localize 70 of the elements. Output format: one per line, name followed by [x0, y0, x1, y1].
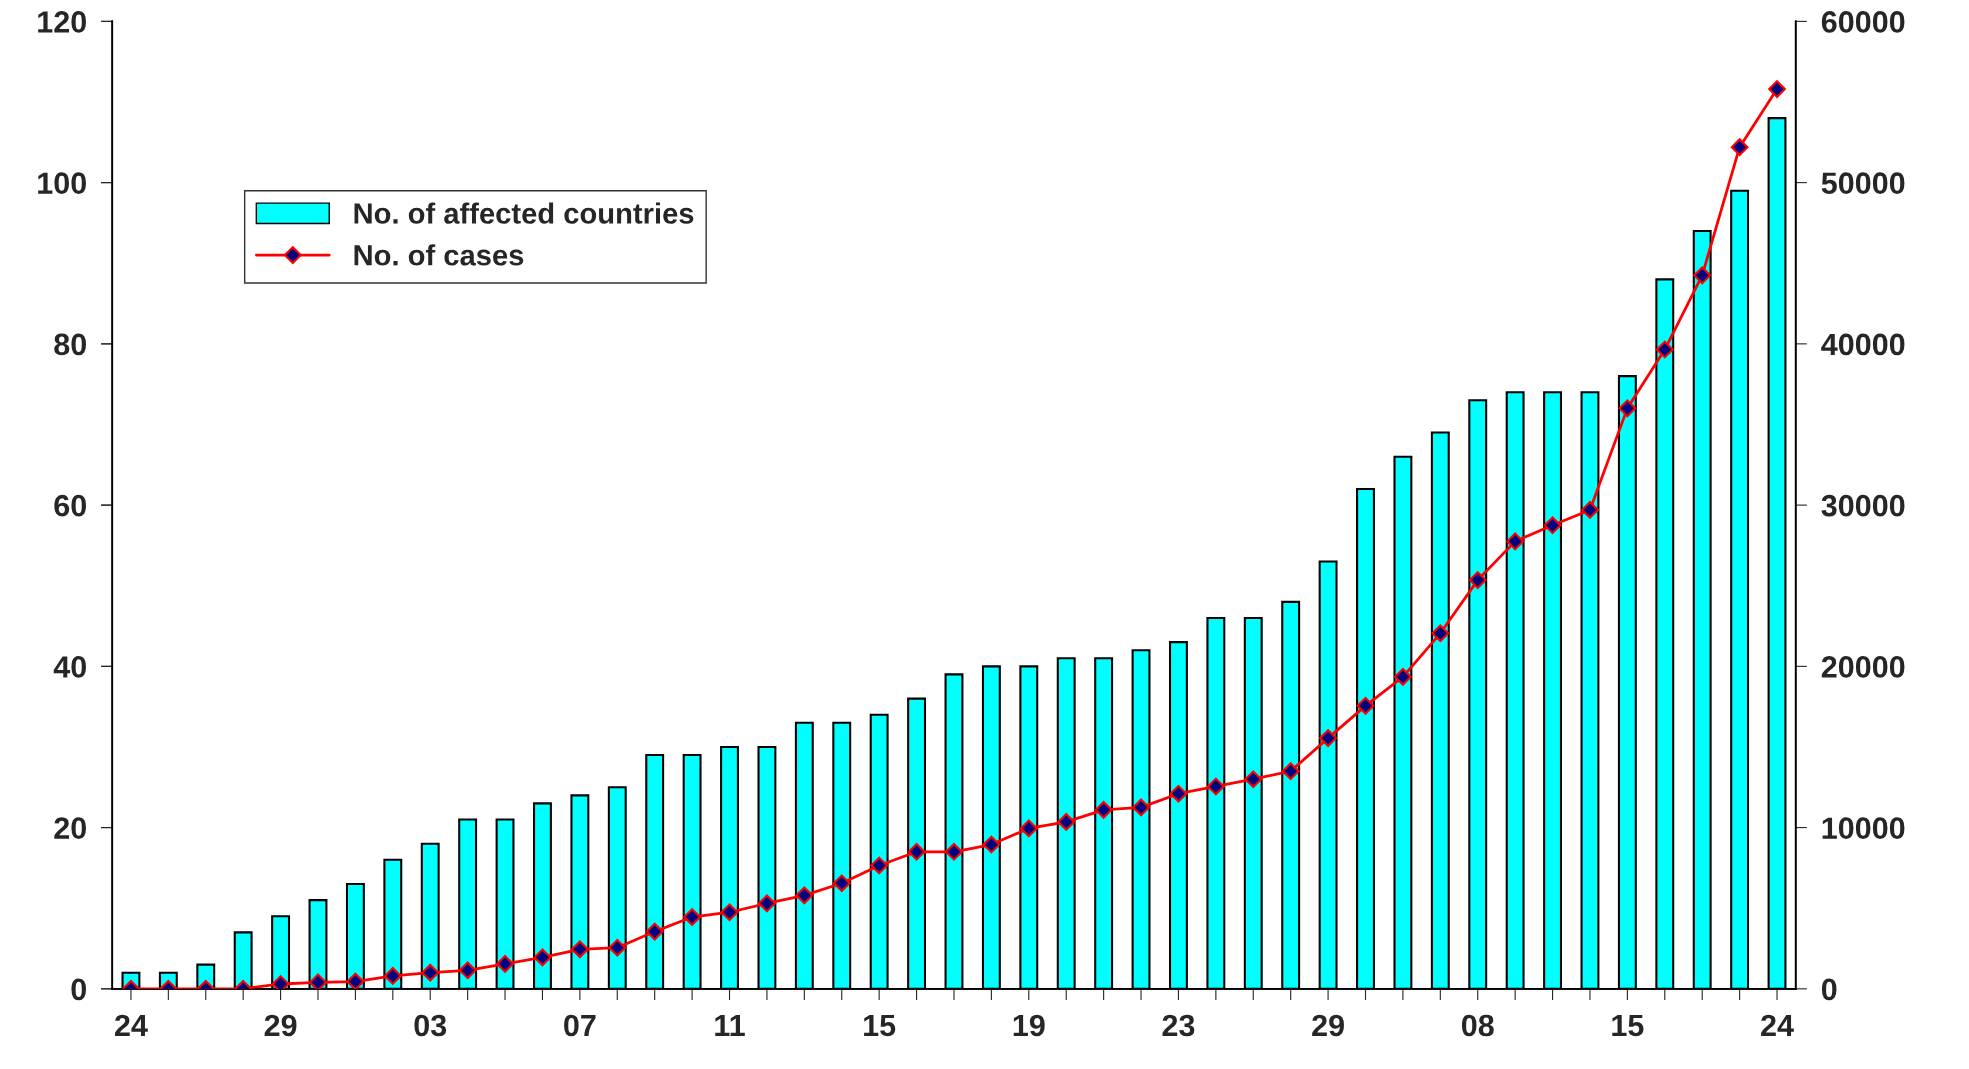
point	[758, 894, 776, 913]
point	[945, 842, 963, 861]
point	[982, 835, 1001, 854]
point	[608, 938, 627, 957]
y2-tick-label: 10000	[1822, 817, 1905, 839]
point	[1618, 399, 1637, 418]
point	[458, 961, 477, 980]
point	[1506, 532, 1525, 551]
point	[496, 954, 514, 973]
x-tick-label: 29	[1312, 1014, 1344, 1037]
point	[271, 975, 290, 989]
x-tick-label: 24	[1761, 1014, 1794, 1036]
point	[421, 963, 440, 982]
point	[1281, 762, 1300, 781]
y-tick-label: 100	[38, 172, 86, 194]
point	[1132, 798, 1150, 817]
x-tick-label: 19	[1013, 1014, 1045, 1037]
y2-tick-label: 20000	[1821, 656, 1905, 678]
point	[346, 972, 365, 989]
point	[645, 922, 664, 941]
x-tick-label: 23	[1162, 1014, 1195, 1037]
point	[570, 940, 589, 959]
y-tick-label: 0	[71, 978, 86, 1001]
point	[907, 842, 926, 861]
point	[533, 948, 552, 967]
point	[1468, 571, 1487, 589]
point	[1094, 800, 1113, 819]
y-tick-label: 60	[54, 494, 86, 517]
point	[1394, 667, 1412, 686]
point	[1693, 266, 1712, 285]
y-tick-label: 40	[53, 656, 86, 678]
point	[309, 973, 327, 989]
x-tick-label: 08	[1461, 1014, 1494, 1037]
y-tick-label: 120	[38, 11, 86, 33]
y2-tick-label: 60000	[1821, 11, 1905, 33]
legend-label: No. of cases	[354, 244, 524, 266]
y2-tick-label: 30000	[1821, 494, 1905, 517]
y2-tick-label: 0	[1821, 978, 1837, 1001]
y-tick-label: 20	[54, 817, 86, 839]
point	[1019, 819, 1038, 838]
point	[832, 874, 851, 893]
x-tick-label: 15	[1612, 1014, 1644, 1037]
point	[1768, 80, 1786, 98]
point	[1206, 777, 1225, 796]
point	[720, 903, 739, 922]
x-tick-label: 29	[264, 1014, 297, 1037]
point	[383, 967, 402, 985]
point	[683, 908, 701, 926]
y2-tick-label: 40000	[1821, 333, 1905, 356]
x-tick-label: 11	[715, 1014, 745, 1036]
point	[1356, 696, 1375, 715]
point	[1319, 729, 1337, 747]
point	[1655, 340, 1674, 359]
point	[1431, 624, 1450, 643]
x-tick-label: 24	[115, 1014, 148, 1036]
point	[870, 856, 889, 875]
legend-label: No. of affected countries	[354, 202, 694, 224]
x-tick-label: 15	[864, 1014, 896, 1037]
x-tick-label: 03	[414, 1014, 447, 1037]
point	[1581, 501, 1599, 519]
bar	[233, 931, 253, 989]
point	[1057, 813, 1076, 831]
point	[1169, 784, 1188, 803]
x-tick-label: 07	[564, 1014, 596, 1037]
y-tick-label: 80	[54, 333, 86, 356]
point	[1730, 138, 1749, 157]
y2-tick-label: 50000	[1821, 172, 1905, 194]
point	[795, 886, 814, 905]
point	[1244, 770, 1263, 789]
point	[1543, 516, 1562, 535]
